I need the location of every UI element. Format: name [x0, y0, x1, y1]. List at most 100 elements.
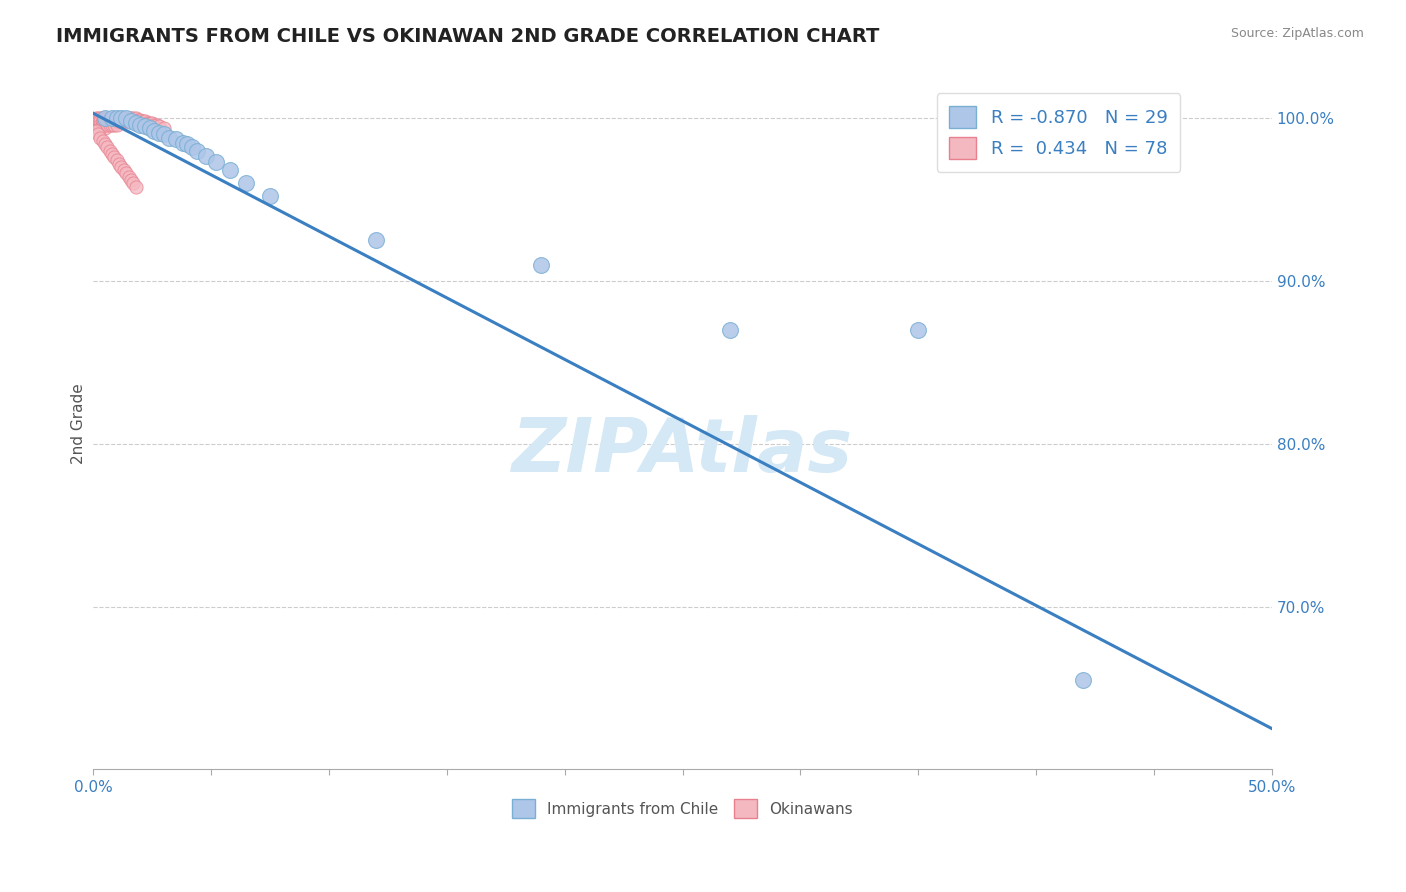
- Point: [91, 116, 114, 130]
- Point: [94, 114, 117, 128]
- Point: [101, 147, 124, 161]
- Point: [105, 114, 128, 128]
- Point: [112, 163, 135, 178]
- Point: [157, 130, 180, 145]
- Point: [176, 137, 198, 152]
- Y-axis label: 2nd Grade: 2nd Grade: [72, 383, 86, 464]
- Point: [108, 157, 131, 171]
- Point: [117, 114, 139, 128]
- Point: [129, 112, 152, 127]
- Point: [105, 153, 128, 168]
- Point: [98, 111, 121, 125]
- Point: [530, 258, 553, 272]
- Point: [117, 111, 139, 125]
- Point: [186, 144, 208, 158]
- Point: [94, 118, 117, 132]
- Point: [907, 323, 929, 337]
- Point: [87, 118, 110, 132]
- Point: [87, 128, 110, 142]
- Point: [115, 111, 138, 125]
- Point: [124, 111, 146, 125]
- Point: [129, 118, 152, 132]
- Point: [112, 114, 135, 128]
- Point: [141, 116, 163, 130]
- Text: Source: ZipAtlas.com: Source: ZipAtlas.com: [1230, 27, 1364, 40]
- Point: [364, 233, 387, 247]
- Point: [115, 111, 138, 125]
- Point: [148, 126, 170, 140]
- Point: [110, 111, 132, 125]
- Point: [181, 140, 204, 154]
- Point: [87, 114, 110, 128]
- Text: ZIPAtlas: ZIPAtlas: [512, 415, 853, 488]
- Point: [148, 120, 170, 134]
- Point: [105, 118, 128, 132]
- Point: [219, 163, 242, 178]
- Point: [153, 128, 176, 142]
- Point: [101, 111, 124, 125]
- Point: [98, 144, 121, 158]
- Point: [96, 114, 118, 128]
- Point: [204, 155, 226, 169]
- Point: [127, 112, 149, 127]
- Point: [115, 166, 138, 180]
- Point: [98, 118, 121, 132]
- Point: [101, 118, 124, 132]
- Point: [124, 116, 146, 130]
- Point: [108, 114, 131, 128]
- Point: [87, 111, 110, 125]
- Point: [153, 120, 176, 135]
- Point: [94, 120, 117, 135]
- Point: [103, 114, 125, 128]
- Point: [89, 130, 111, 145]
- Point: [235, 176, 257, 190]
- Point: [108, 111, 131, 125]
- Point: [94, 111, 117, 125]
- Point: [195, 148, 218, 162]
- Legend: Immigrants from Chile, Okinawans: Immigrants from Chile, Okinawans: [506, 793, 859, 824]
- Point: [103, 118, 125, 132]
- Point: [101, 114, 124, 128]
- Point: [91, 134, 114, 148]
- Point: [124, 179, 146, 194]
- Point: [120, 111, 142, 125]
- Point: [122, 176, 145, 190]
- Point: [103, 150, 125, 164]
- Point: [117, 169, 139, 184]
- Point: [101, 111, 124, 125]
- Point: [136, 116, 159, 130]
- Point: [84, 118, 107, 132]
- Point: [143, 118, 166, 132]
- Point: [110, 111, 132, 125]
- Point: [89, 111, 111, 125]
- Point: [139, 120, 162, 135]
- Point: [84, 124, 107, 138]
- Point: [165, 132, 187, 146]
- Point: [84, 120, 107, 135]
- Point: [131, 114, 153, 128]
- Point: [112, 111, 135, 125]
- Point: [139, 116, 162, 130]
- Point: [105, 111, 128, 125]
- Point: [115, 114, 138, 128]
- Point: [134, 114, 156, 128]
- Point: [84, 111, 107, 125]
- Point: [96, 118, 118, 132]
- Point: [172, 136, 194, 150]
- Point: [94, 111, 117, 125]
- Point: [122, 111, 145, 125]
- Point: [105, 111, 128, 125]
- Point: [96, 111, 118, 125]
- Point: [1071, 673, 1094, 687]
- Point: [91, 120, 114, 134]
- Point: [146, 118, 169, 132]
- Point: [84, 114, 107, 128]
- Point: [134, 120, 156, 134]
- Point: [89, 120, 111, 135]
- Point: [143, 124, 166, 138]
- Point: [103, 111, 125, 125]
- Point: [96, 140, 118, 154]
- Point: [94, 137, 117, 152]
- Point: [89, 118, 111, 132]
- Point: [120, 114, 142, 128]
